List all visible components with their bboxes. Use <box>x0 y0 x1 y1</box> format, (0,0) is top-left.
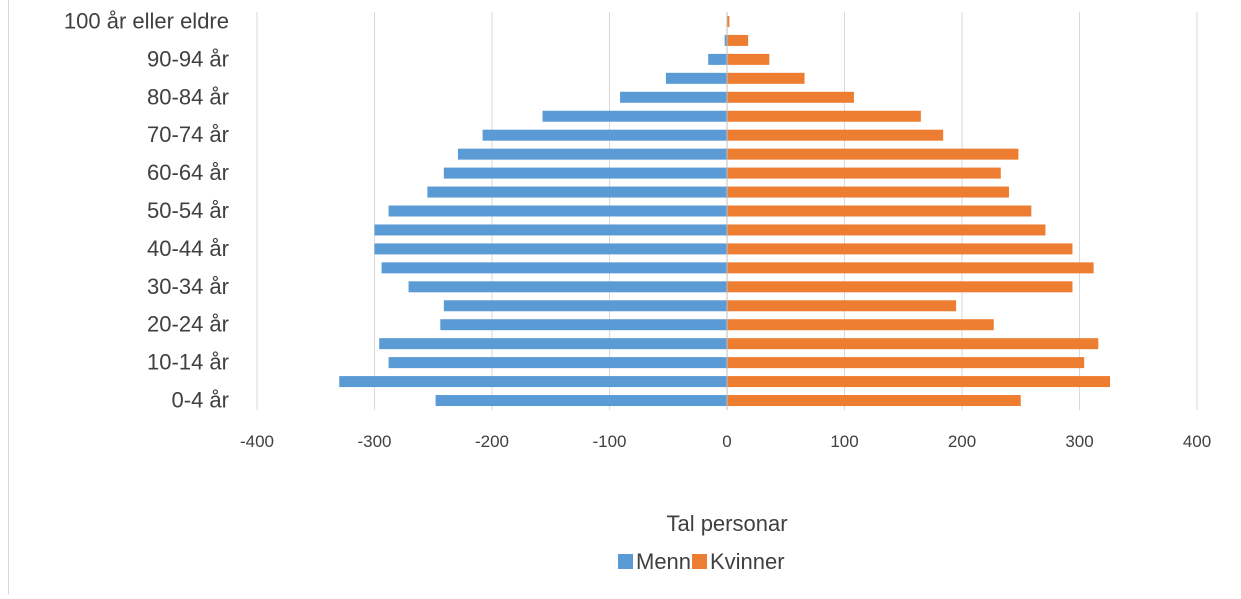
bar-kvinner <box>727 243 1073 255</box>
bar-menn <box>482 129 727 141</box>
y-category-label: 0-4 år <box>172 388 229 413</box>
bar-kvinner <box>727 91 854 103</box>
x-tick-label: -100 <box>592 432 626 451</box>
bar-menn <box>381 262 727 274</box>
bar-menn <box>374 243 727 255</box>
bar-kvinner <box>727 15 730 27</box>
bar-menn <box>708 53 727 65</box>
bar-kvinner <box>727 186 1009 198</box>
bar-menn <box>457 148 727 160</box>
bar-menn <box>665 72 727 84</box>
y-category-label: 10-14 år <box>147 350 229 375</box>
bar-kvinner <box>727 395 1021 407</box>
y-category-label: 20-24 år <box>147 312 229 337</box>
chart-frame-border <box>8 0 9 594</box>
bar-kvinner <box>727 72 805 84</box>
bars-layer <box>339 15 1111 407</box>
x-tick-label: 0 <box>722 432 731 451</box>
bar-menn <box>374 224 727 236</box>
bar-kvinner <box>727 148 1019 160</box>
y-category-label: 80-84 år <box>147 84 229 109</box>
bar-menn <box>443 167 727 179</box>
bar-menn <box>408 281 727 293</box>
x-tick-label: -400 <box>240 432 274 451</box>
x-tick-label: -300 <box>357 432 391 451</box>
y-category-label: 30-34 år <box>147 274 229 299</box>
bar-menn <box>620 91 727 103</box>
bar-menn <box>443 300 727 312</box>
bar-kvinner <box>727 376 1111 388</box>
bar-menn <box>379 338 727 350</box>
bar-kvinner <box>727 357 1085 369</box>
x-tick-label: 200 <box>948 432 976 451</box>
legend: Menn Kvinner <box>618 549 785 574</box>
x-axis-title: Tal personar <box>666 511 787 536</box>
bar-kvinner <box>727 205 1032 217</box>
y-category-label: 60-64 år <box>147 160 229 185</box>
bar-kvinner <box>727 129 944 141</box>
x-tick-label: 100 <box>830 432 858 451</box>
labels-layer: -400 -300 -200 -100 0 100 200 300 400 0-4 år 10-14… <box>64 8 1211 451</box>
bar-kvinner <box>727 110 921 122</box>
bar-menn <box>542 110 727 122</box>
bar-kvinner <box>727 224 1046 236</box>
bar-menn <box>427 186 727 198</box>
x-tick-label: 400 <box>1183 432 1211 451</box>
bar-menn <box>440 319 727 331</box>
bar-kvinner <box>727 319 994 331</box>
bar-kvinner <box>727 167 1001 179</box>
bar-menn <box>388 205 727 217</box>
bar-kvinner <box>727 300 957 312</box>
legend-label-kvinner: Kvinner <box>710 549 785 574</box>
bar-kvinner <box>727 34 749 46</box>
y-category-label: 70-74 år <box>147 122 229 147</box>
x-tick-label: -200 <box>475 432 509 451</box>
y-category-label: 40-44 år <box>147 236 229 261</box>
bar-kvinner <box>727 338 1099 350</box>
bar-kvinner <box>727 53 770 65</box>
bar-kvinner <box>727 262 1094 274</box>
bar-menn <box>724 34 727 46</box>
legend-swatch-kvinner <box>692 554 707 569</box>
x-tick-label: 300 <box>1065 432 1093 451</box>
legend-label-menn: Menn <box>636 549 691 574</box>
y-category-label: 50-54 år <box>147 198 229 223</box>
y-category-label: 100 år eller eldre <box>64 8 229 33</box>
bar-menn <box>388 357 727 369</box>
bar-menn <box>339 376 727 388</box>
bar-kvinner <box>727 281 1073 293</box>
bar-menn <box>435 395 727 407</box>
y-category-label: 90-94 år <box>147 46 229 71</box>
legend-swatch-menn <box>618 554 633 569</box>
